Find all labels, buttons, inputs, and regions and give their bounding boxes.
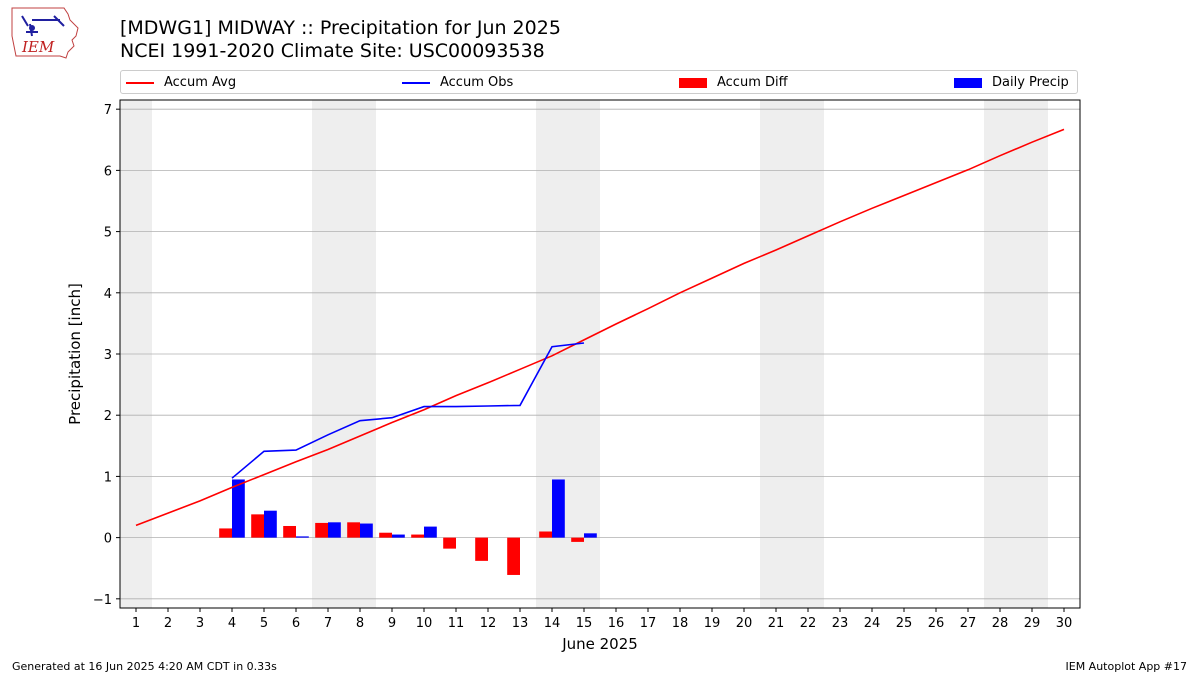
accum-diff-bar bbox=[475, 537, 488, 561]
accum-diff-bar bbox=[379, 532, 392, 538]
x-axis-label: June 2025 bbox=[561, 635, 638, 653]
accum-avg-line bbox=[135, 128, 1065, 527]
legend-item-accum-avg: Accum Avg bbox=[126, 74, 236, 92]
x-tick-label: 6 bbox=[292, 616, 300, 631]
accum-diff-bar bbox=[507, 537, 520, 575]
legend-item-accum-diff: Accum Diff bbox=[679, 74, 788, 92]
y-tick-label: 1 bbox=[104, 470, 112, 485]
daily-precip-bar bbox=[296, 536, 309, 538]
x-tick-label: 29 bbox=[1024, 616, 1041, 631]
y-tick-label: 4 bbox=[104, 287, 112, 302]
x-tick-label: 23 bbox=[832, 616, 849, 631]
x-tick-label: 22 bbox=[800, 616, 817, 631]
chart-title: [MDWG1] MIDWAY :: Precipitation for Jun … bbox=[120, 17, 561, 39]
x-tick-label: 27 bbox=[960, 616, 977, 631]
x-tick-label: 3 bbox=[196, 616, 204, 631]
x-tick-label: 7 bbox=[324, 616, 332, 631]
logo-text: IEM bbox=[21, 38, 55, 56]
accum-diff-bar bbox=[443, 537, 456, 549]
x-tick-label: 16 bbox=[608, 616, 625, 631]
x-tick-label: 21 bbox=[768, 616, 785, 631]
x-tick-label: 9 bbox=[388, 616, 396, 631]
y-axis-label: Precipitation [inch] bbox=[66, 283, 84, 425]
daily-precip-bar bbox=[392, 534, 405, 538]
x-tick-label: 12 bbox=[480, 616, 497, 631]
x-tick-label: 14 bbox=[544, 616, 561, 631]
x-tick-label: 11 bbox=[448, 616, 465, 631]
x-tick-label: 15 bbox=[576, 616, 593, 631]
legend: Accum Avg Accum Obs Accum Diff Daily Pre… bbox=[120, 70, 1078, 94]
accum-diff-bar bbox=[251, 514, 264, 538]
x-tick-label: 10 bbox=[416, 616, 433, 631]
weather-vane-icon bbox=[21, 15, 65, 37]
x-tick-label: 25 bbox=[896, 616, 913, 631]
x-tick-label: 2 bbox=[164, 616, 172, 631]
y-tick-label: −1 bbox=[93, 593, 112, 608]
legend-swatch-daily-precip bbox=[954, 77, 982, 88]
y-tick-label: 5 bbox=[104, 226, 112, 241]
accum-diff-bar bbox=[539, 531, 552, 538]
daily-precip-bar bbox=[328, 522, 341, 538]
legend-label: Daily Precip bbox=[992, 75, 1069, 90]
accum-diff-bar bbox=[411, 534, 424, 538]
x-tick-label: 13 bbox=[512, 616, 529, 631]
generated-timestamp: Generated at 16 Jun 2025 4:20 AM CDT in … bbox=[12, 660, 277, 673]
x-tick-label: 26 bbox=[928, 616, 945, 631]
legend-item-daily-precip: Daily Precip bbox=[954, 74, 1069, 92]
legend-label: Accum Obs bbox=[440, 75, 514, 90]
y-tick-label: 3 bbox=[104, 348, 112, 363]
x-tick-label: 4 bbox=[228, 616, 236, 631]
y-tick-label: 7 bbox=[104, 103, 112, 118]
daily-precip-bar bbox=[232, 479, 245, 538]
x-tick-label: 28 bbox=[992, 616, 1009, 631]
daily-precip-bar bbox=[264, 510, 277, 538]
daily-precip-bar bbox=[552, 479, 565, 538]
app-label: IEM Autoplot App #17 bbox=[1065, 660, 1188, 673]
accum-diff-bar bbox=[571, 537, 584, 542]
x-tick-label: 17 bbox=[640, 616, 657, 631]
y-tick-label: 6 bbox=[104, 164, 112, 179]
accum-obs-line bbox=[231, 342, 585, 479]
accum-diff-bar bbox=[347, 522, 360, 538]
daily-precip-bar bbox=[584, 533, 597, 538]
accum-diff-bar bbox=[283, 525, 296, 538]
daily-precip-bar bbox=[424, 526, 437, 538]
iem-logo: IEM bbox=[11, 7, 79, 59]
x-tick-label: 18 bbox=[672, 616, 689, 631]
legend-item-accum-obs: Accum Obs bbox=[402, 74, 513, 92]
x-tick-label: 8 bbox=[356, 616, 364, 631]
y-tick-label: 2 bbox=[104, 409, 112, 424]
y-tick-label: 0 bbox=[104, 532, 112, 547]
chart-subtitle: NCEI 1991-2020 Climate Site: USC00093538 bbox=[120, 40, 545, 62]
daily-precip-bar bbox=[360, 523, 373, 538]
x-tick-label: 19 bbox=[704, 616, 721, 631]
iowa-state-outline-icon bbox=[11, 7, 79, 59]
legend-label: Accum Diff bbox=[717, 75, 788, 90]
legend-swatch-accum-diff bbox=[679, 77, 707, 88]
x-tick-label: 1 bbox=[132, 616, 140, 631]
x-tick-label: 30 bbox=[1056, 616, 1073, 631]
accum-diff-bar bbox=[219, 528, 232, 538]
accum-diff-bar bbox=[315, 522, 328, 538]
legend-swatch-accum-avg bbox=[126, 81, 154, 84]
legend-label: Accum Avg bbox=[164, 75, 237, 90]
x-tick-label: 5 bbox=[260, 616, 268, 631]
legend-swatch-accum-obs bbox=[402, 81, 430, 84]
x-tick-label: 20 bbox=[736, 616, 753, 631]
x-tick-label: 24 bbox=[864, 616, 881, 631]
